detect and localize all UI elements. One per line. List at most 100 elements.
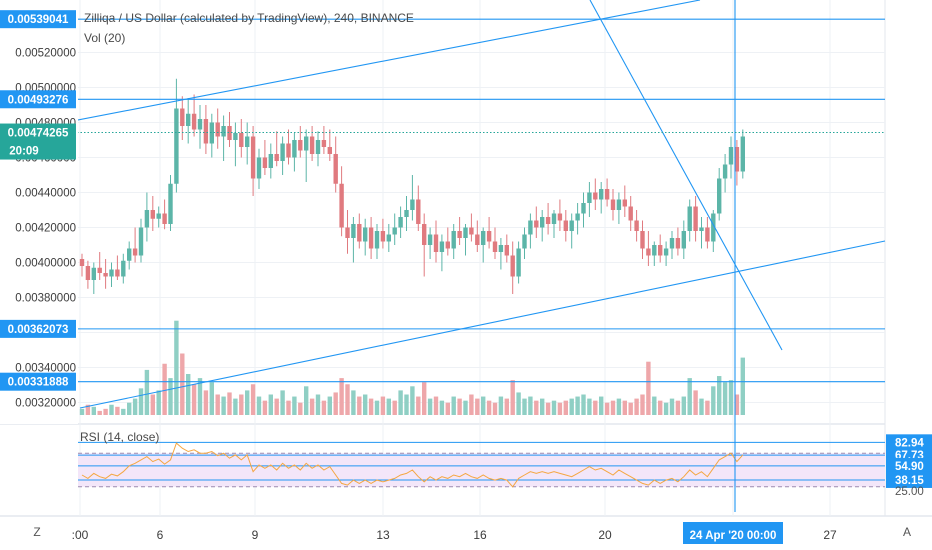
volume-bar — [728, 380, 734, 415]
price-tick-label: 0.00440000 — [15, 188, 76, 200]
volume-bar — [581, 394, 586, 415]
candle-body — [85, 266, 91, 280]
candle-body — [463, 227, 468, 238]
volume-bar — [286, 400, 291, 415]
candle-body — [245, 136, 250, 147]
candle-body — [138, 227, 144, 256]
candle-body — [628, 206, 633, 221]
candle-body — [663, 248, 669, 256]
candle-body — [404, 210, 409, 217]
candle-body — [504, 245, 509, 256]
volume-bar — [91, 406, 96, 415]
candle-body — [191, 113, 197, 130]
candle-body — [681, 231, 686, 249]
candle-body — [551, 213, 557, 224]
volume-bar — [280, 390, 285, 415]
zoom-toggle-button[interactable]: Z — [33, 525, 41, 539]
volume-bar — [693, 390, 698, 415]
volume-bar — [557, 402, 563, 415]
candle-body — [693, 206, 698, 231]
volume-bar — [221, 396, 226, 415]
volume-bar — [551, 400, 557, 415]
candle-body — [722, 164, 728, 179]
candle-body — [156, 213, 161, 219]
auto-scale-button[interactable]: A — [902, 525, 911, 539]
volume-legend[interactable]: Vol (20) — [84, 31, 126, 45]
volume-bar — [569, 398, 574, 415]
candle-body — [333, 154, 338, 184]
candle-body — [209, 122, 214, 144]
candle-body — [728, 147, 734, 165]
volume-bar — [386, 398, 391, 415]
candle-body — [516, 248, 521, 277]
volume-bar — [734, 394, 740, 415]
candle-body — [250, 136, 256, 179]
candle-body — [599, 189, 604, 200]
volume-bar — [180, 353, 185, 415]
candle-body — [422, 224, 427, 245]
time-tick-label: 6 — [157, 528, 164, 542]
volume-bar — [392, 400, 397, 415]
candle-body — [180, 108, 185, 126]
time-tick-label: 16 — [473, 528, 487, 542]
volume-bar — [209, 382, 214, 415]
volume-bar — [457, 398, 462, 415]
rsi-level-label-bg — [886, 434, 932, 451]
volume-bar — [121, 408, 126, 415]
candle-body — [705, 227, 710, 242]
candle-body — [298, 140, 303, 151]
volume-bar — [534, 400, 539, 415]
volume-bar — [410, 386, 415, 415]
candle-body — [622, 199, 627, 207]
volume-bar — [545, 402, 551, 415]
volume-bar — [634, 398, 639, 415]
price-level-label-bg — [0, 90, 76, 109]
candle-body — [593, 192, 598, 200]
price-axis: 0.005200000.005000000.004800000.00460000… — [0, 0, 78, 424]
candle-body — [717, 178, 722, 214]
candle-body — [309, 136, 315, 154]
current-price-label-bg — [0, 123, 76, 160]
volume-bar — [510, 380, 515, 415]
volume-bar — [628, 402, 633, 415]
candle-body — [115, 269, 120, 277]
candle-body — [144, 210, 150, 228]
volume-bar — [79, 408, 85, 415]
volume-bar — [374, 400, 380, 415]
candle-body — [380, 231, 386, 242]
volume-bar — [475, 398, 480, 415]
candle-body — [215, 122, 220, 137]
candle-body — [197, 119, 203, 130]
volume-bar — [315, 394, 321, 415]
volume-bar — [416, 396, 421, 415]
volume-bar — [339, 378, 344, 415]
volume-bar — [191, 384, 197, 415]
candle-body — [498, 245, 504, 252]
volume-bar — [357, 396, 362, 415]
price-tick-label: 0.00400000 — [15, 258, 76, 270]
candle-body — [368, 227, 374, 249]
time-tick-label: :00 — [72, 528, 89, 542]
volume-bar — [233, 398, 238, 415]
price-tick-label: 0.00340000 — [15, 363, 76, 375]
candle-body — [616, 199, 622, 210]
volume-bar — [604, 402, 610, 415]
price-level-label-bg — [0, 10, 76, 29]
volume-bar — [463, 400, 468, 415]
volume-bar — [669, 398, 675, 415]
candle-body — [646, 248, 651, 256]
candle-body — [711, 213, 716, 242]
volume-bar — [469, 394, 474, 415]
price-level-label: 0.00362073 — [8, 324, 69, 336]
volume-bar — [245, 390, 250, 415]
volume-bar — [363, 394, 368, 415]
candle-body — [168, 183, 173, 224]
volume-bar — [268, 394, 273, 415]
price-level-label-bg — [0, 319, 76, 338]
rsi-legend[interactable]: RSI (14, close) — [80, 430, 160, 444]
candle-body — [427, 234, 433, 245]
candle-body — [492, 241, 498, 252]
volume-bar — [298, 402, 303, 415]
volume-bar — [256, 396, 262, 415]
